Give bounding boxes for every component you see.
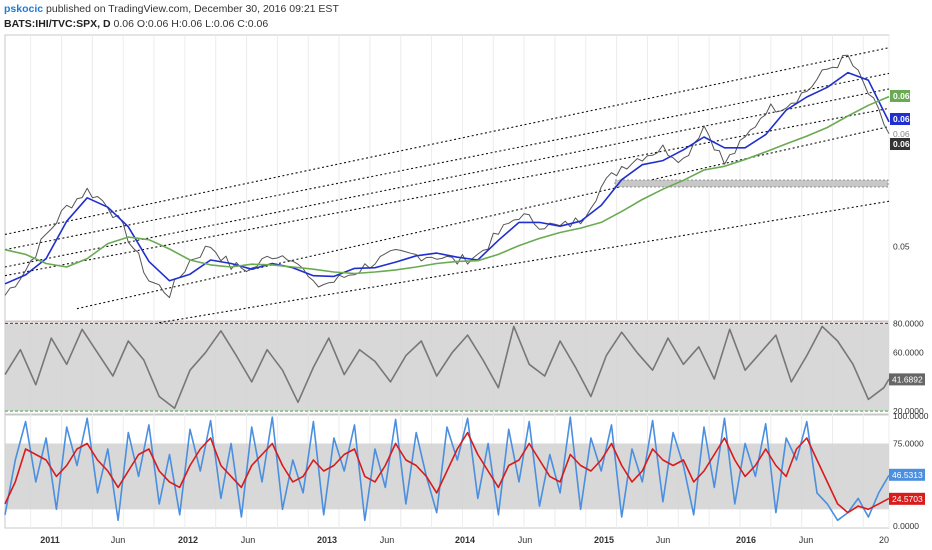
x-tick-label: Jun <box>111 535 126 545</box>
rsi-y-tick-label: 60.0000 <box>893 348 924 358</box>
series-stoch_k <box>4 416 890 522</box>
x-tick-label: Jun <box>241 535 256 545</box>
trendline <box>4 72 890 251</box>
x-tick-label: 2015 <box>594 535 614 545</box>
series-ma_slow <box>4 95 890 275</box>
price-last-value-text: 0.06 <box>893 91 910 101</box>
trendline <box>4 47 890 236</box>
x-tick-label: 2013 <box>317 535 337 545</box>
published-text: published on TradingView.com, December 3… <box>46 3 339 15</box>
ohlc-readout: 0.06 O:0.06 H:0.06 L:0.06 C:0.06 <box>113 18 269 30</box>
series-layer <box>4 54 890 522</box>
rsi-last-value-text: 41.6892 <box>892 374 923 384</box>
price-y-tick-label: 0.05 <box>893 241 910 251</box>
stochastic-y-tick-label: 100.0000 <box>893 411 929 421</box>
price-last-value-tag <box>890 113 910 125</box>
stochastic-last-value-text: 46.5313 <box>892 470 923 480</box>
x-tick-label: Jun <box>799 535 814 545</box>
trendline <box>159 200 890 324</box>
author-link[interactable]: pskocic <box>4 3 44 15</box>
price-last-value-tag <box>890 90 910 102</box>
series-price <box>4 54 890 299</box>
rsi-y-tick-label: 80.0000 <box>893 318 924 328</box>
x-tick-label: 2014 <box>455 535 475 545</box>
price-last-value-tag <box>890 138 910 150</box>
trendline <box>4 88 890 268</box>
price-grey-axis-label: 0.06 <box>893 129 910 139</box>
x-tick-label: Jun <box>518 535 533 545</box>
stochastic-last-value-tag <box>889 492 925 505</box>
x-tick-label: 20 <box>879 535 889 545</box>
price-last-value-text: 0.06 <box>893 139 910 149</box>
publish-line: pskocic published on TradingView.com, De… <box>4 2 339 17</box>
chart-header: pskocic published on TradingView.com, De… <box>4 2 339 32</box>
stochastic-y-tick-label: 0.0000 <box>893 521 919 531</box>
rsi-y-tick-label: 20.0000 <box>893 406 924 416</box>
stochastic-last-value-tag <box>889 468 925 481</box>
trendline <box>4 107 890 277</box>
x-tick-label: 2016 <box>736 535 756 545</box>
stochastic-band <box>5 443 889 510</box>
series-rsi <box>4 325 890 409</box>
stochastic-y-tick-label: 75.0000 <box>893 439 924 449</box>
x-tick-label: 2012 <box>178 535 198 545</box>
x-tick-label: 2011 <box>40 535 60 545</box>
rsi-last-value-tag <box>889 373 925 386</box>
axis-labels: 2011 Jun 2012 Jun 2013 Jun 2014 Jun 2015 Jun 2016 J… <box>40 90 929 545</box>
stochastic-last-value-text: 24.5703 <box>892 494 923 504</box>
support-zone <box>614 179 889 188</box>
rsi-band <box>5 323 889 412</box>
x-tick-label: Jun <box>656 535 671 545</box>
price-last-value-text: 0.06 <box>893 114 910 124</box>
x-tick-label: Jun <box>380 535 395 545</box>
series-stoch_d <box>4 431 890 514</box>
symbol-line: BATS:IHI/TVC:SPX, D 0.06 O:0.06 H:0.06 L… <box>4 17 339 32</box>
symbol-name: BATS:IHI/TVC:SPX, D <box>4 18 111 30</box>
series-ma_fast <box>4 71 890 285</box>
